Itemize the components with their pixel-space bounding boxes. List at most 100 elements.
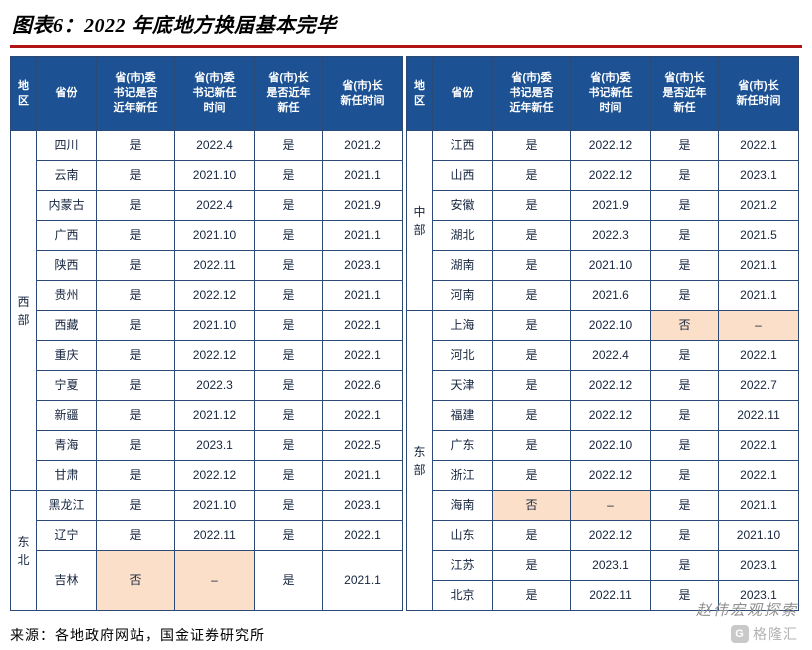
column-header-3: 省(市)委 书记新任 时间: [174, 56, 255, 131]
governor-time-cell: –: [718, 310, 799, 341]
region-label: 中 部: [406, 130, 433, 311]
secretary-new-cell: 是: [96, 220, 175, 251]
secretary-time-cell: 2021.10: [570, 250, 651, 281]
secretary-time-cell: 2022.11: [570, 580, 651, 611]
province-cell: 青海: [36, 430, 97, 461]
secretary-new-cell: 是: [96, 250, 175, 281]
region-table-right: 地 区省份 省(市)委 书记是否 近年新任 省(市)委 书记新任 时间 省(市)长 是…: [406, 56, 799, 611]
governor-new-cell: 是: [254, 520, 323, 551]
region-label: 东 北: [10, 490, 37, 611]
table-row: 河南是 2021.6 是 2021.1: [407, 280, 799, 311]
governor-new-cell: 是: [650, 460, 719, 491]
secretary-new-cell: 是: [492, 130, 571, 161]
secretary-new-cell: 是: [96, 460, 175, 491]
secretary-time-cell: 2022.12: [570, 460, 651, 491]
secretary-new-cell: 是: [96, 430, 175, 461]
governor-time-cell: 2021.5: [718, 220, 799, 251]
table-row: 福建是 2022.12 是 2022.11: [407, 400, 799, 431]
governor-new-cell: 是: [650, 370, 719, 401]
governor-time-cell: 2023.1: [718, 550, 799, 581]
province-cell: 吉林: [36, 550, 97, 611]
secretary-time-cell: 2021.10: [174, 490, 255, 521]
governor-new-cell: 是: [254, 280, 323, 311]
governor-new-cell: 是: [254, 130, 323, 161]
secretary-new-cell: 是: [96, 130, 175, 161]
governor-new-cell: 是: [650, 220, 719, 251]
governor-time-cell: 2023.1: [322, 250, 403, 281]
governor-new-cell: 是: [650, 430, 719, 461]
secretary-new-cell: 是: [492, 250, 571, 281]
column-header-2: 省(市)委 书记是否 近年新任: [492, 56, 571, 131]
secretary-time-cell: 2022.4: [570, 340, 651, 371]
table-row: 云南是 2021.10 是 2021.1: [11, 160, 403, 191]
secretary-new-cell: 是: [96, 280, 175, 311]
secretary-time-cell: 2022.12: [570, 400, 651, 431]
table-row: 东 北黑龙江是 2021.10 是 2023.1: [10, 490, 403, 611]
governor-new-cell: 是: [650, 490, 719, 521]
column-header-4: 省(市)长 是否近年 新任: [254, 56, 323, 131]
governor-new-cell: 是: [650, 190, 719, 221]
secretary-new-cell: 是: [96, 310, 175, 341]
province-cell: 山西: [432, 160, 493, 191]
secretary-time-cell: 2022.12: [570, 370, 651, 401]
table-row: 湖南是 2021.10 是 2021.1: [407, 250, 799, 281]
governor-new-cell: 是: [254, 340, 323, 371]
table-row: 甘肃是 2022.12 是 2021.1: [11, 460, 403, 491]
column-header-0: 地 区: [10, 56, 37, 131]
table-row: 广西是 2021.10 是 2021.1: [11, 220, 403, 251]
secretary-new-cell: 是: [492, 280, 571, 311]
gelonghui-logo-icon: G: [731, 625, 749, 643]
province-cell: 广西: [36, 220, 97, 251]
secretary-time-cell: 2023.1: [570, 550, 651, 581]
governor-time-cell: 2021.1: [322, 280, 403, 311]
table-row: 吉林否 – 是 2021.1: [11, 550, 403, 611]
table-row: 青海是 2023.1 是 2022.5: [11, 430, 403, 461]
table-row: 西 部四川是 2022.4 是 2021.2: [10, 130, 403, 491]
title-underline: [10, 45, 802, 48]
governor-new-cell: 是: [254, 490, 323, 521]
secretary-new-cell: 是: [96, 490, 175, 521]
table-row: 山东是 2022.12 是 2021.10: [407, 520, 799, 551]
province-cell: 四川: [36, 130, 97, 161]
table-left-body: 西 部四川是 2022.4 是 2021.2 云南是 2021.10 是 2021.1 内蒙古是…: [10, 130, 403, 611]
province-cell: 江西: [432, 130, 493, 161]
secretary-time-cell: 2022.4: [174, 190, 255, 221]
governor-time-cell: 2022.1: [718, 460, 799, 491]
column-header-2: 省(市)委 书记是否 近年新任: [96, 56, 175, 131]
province-cell: 福建: [432, 400, 493, 431]
governor-new-cell: 是: [254, 220, 323, 251]
governor-time-cell: 2021.1: [322, 460, 403, 491]
governor-new-cell: 是: [254, 370, 323, 401]
column-header-5: 省(市)长 新任时间: [718, 56, 799, 131]
secretary-time-cell: 2021.10: [174, 310, 255, 341]
governor-time-cell: 2023.1: [322, 490, 403, 521]
secretary-time-cell: 2022.12: [570, 520, 651, 551]
province-cell: 辽宁: [36, 520, 97, 551]
governor-new-cell: 是: [254, 400, 323, 431]
province-cell: 河南: [432, 280, 493, 311]
province-cell: 甘肃: [36, 460, 97, 491]
governor-new-cell: 否: [650, 310, 719, 341]
table-row: 西藏是 2021.10 是 2022.1: [11, 310, 403, 341]
column-header-4: 省(市)长 是否近年 新任: [650, 56, 719, 131]
governor-new-cell: 是: [650, 250, 719, 281]
secretary-new-cell: 是: [96, 190, 175, 221]
governor-time-cell: 2022.1: [718, 340, 799, 371]
table-row: 内蒙古是 2022.4 是 2021.9: [11, 190, 403, 221]
province-cell: 湖南: [432, 250, 493, 281]
secretary-new-cell: 是: [492, 160, 571, 191]
governor-time-cell: 2022.1: [718, 430, 799, 461]
governor-new-cell: 是: [650, 580, 719, 611]
governor-time-cell: 2021.1: [322, 220, 403, 251]
governor-time-cell: 2022.1: [322, 310, 403, 341]
secretary-new-cell: 是: [492, 190, 571, 221]
table-row: 天津是 2022.12 是 2022.7: [407, 370, 799, 401]
secretary-time-cell: 2022.10: [570, 430, 651, 461]
table-row: 东 部上海是 2022.10 否 –: [406, 310, 799, 611]
figure-title: 图表6：2022 年底地方换届基本完毕: [12, 15, 337, 37]
governor-new-cell: 是: [650, 550, 719, 581]
governor-new-cell: 是: [254, 310, 323, 341]
secretary-time-cell: 2022.11: [174, 520, 255, 551]
secretary-time-cell: 2022.3: [174, 370, 255, 401]
province-cell: 海南: [432, 490, 493, 521]
